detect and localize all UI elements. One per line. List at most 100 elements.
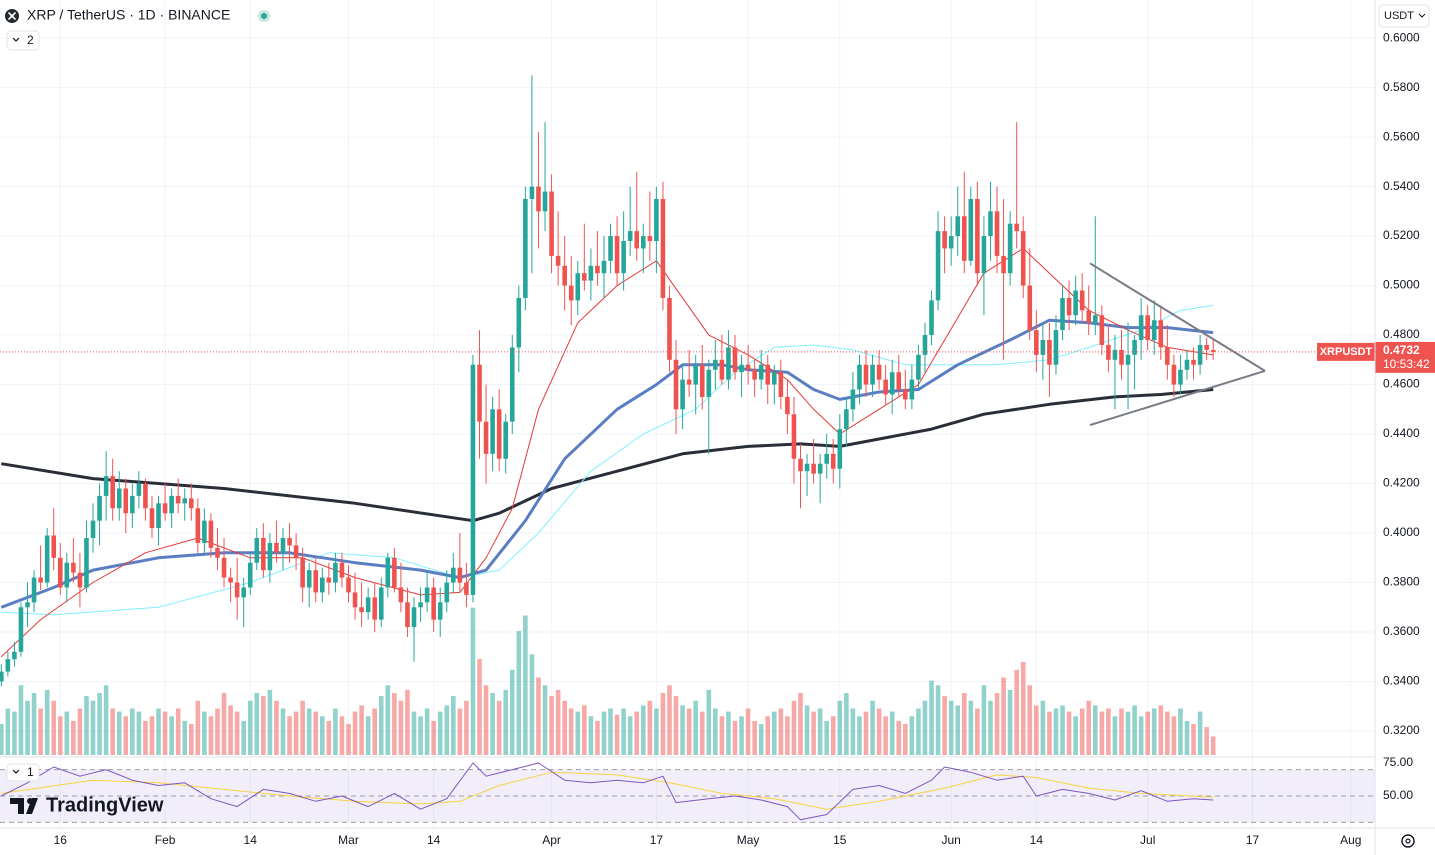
- volume-bar: [130, 708, 135, 755]
- volume-bar: [496, 700, 502, 755]
- candle-body: [529, 186, 535, 199]
- volume-layer: [0, 607, 1216, 755]
- volume-bar: [306, 708, 312, 755]
- volume-bar: [64, 711, 70, 755]
- market-status-dot: [261, 13, 267, 19]
- volume-bar: [903, 724, 908, 755]
- volume-bar: [38, 708, 43, 755]
- candle-body: [896, 372, 902, 390]
- volume-bar: [778, 708, 784, 755]
- candle-body: [464, 582, 469, 595]
- candle-body: [719, 359, 725, 380]
- volume-bar: [293, 711, 299, 755]
- rsi-tick-label: 75.00: [1383, 755, 1413, 769]
- volume-bar: [1132, 705, 1137, 755]
- candle-body: [424, 587, 430, 603]
- rsi-toggle[interactable]: [6, 763, 40, 782]
- candle-body: [241, 587, 246, 598]
- volume-bar: [1210, 736, 1216, 755]
- candle-body: [778, 372, 784, 397]
- candle-body: [634, 231, 640, 249]
- candle-body: [1014, 223, 1019, 232]
- volume-bar: [1053, 708, 1059, 755]
- currency-button[interactable]: [1378, 4, 1430, 28]
- volume-bar: [57, 716, 63, 755]
- candle-body: [208, 520, 214, 548]
- candle-body: [326, 577, 332, 583]
- volume-bar: [752, 720, 757, 755]
- candle-body: [149, 508, 155, 529]
- symbol-title[interactable]: XRP / TetherUS · 1D · BINANCE: [27, 7, 230, 23]
- volume-bar: [791, 700, 797, 755]
- volume-bar: [470, 607, 476, 755]
- volume-bar: [326, 720, 332, 755]
- candle-body: [765, 364, 771, 385]
- x-tick-label: May: [737, 833, 760, 847]
- candle-body: [503, 421, 509, 459]
- candle-body: [582, 273, 587, 281]
- volume-bar: [116, 711, 122, 755]
- volume-bar: [1145, 711, 1150, 755]
- brand-name: TradingView: [46, 794, 164, 816]
- candle-body: [12, 651, 17, 660]
- candle-body: [680, 379, 685, 410]
- last-price-box: [1375, 341, 1435, 373]
- volume-bar: [97, 693, 102, 755]
- candle-body: [31, 577, 37, 603]
- candle-body: [621, 241, 626, 274]
- volume-bar: [634, 711, 640, 755]
- candle-body: [1066, 297, 1072, 316]
- candle-body: [1099, 315, 1105, 345]
- volume-bar: [444, 705, 450, 755]
- volume-bar: [431, 720, 436, 755]
- candle-body: [955, 216, 961, 237]
- moving-average-line: [1, 388, 1214, 523]
- candle-body: [483, 421, 489, 454]
- x-tick-label: Mar: [338, 833, 359, 847]
- candle-body: [457, 567, 463, 583]
- y-tick-label: 0.3400: [1383, 674, 1420, 688]
- volume-bar: [254, 693, 260, 755]
- candle-body: [333, 562, 338, 583]
- y-tick-label: 0.4600: [1383, 377, 1420, 391]
- volume-bar: [339, 716, 345, 755]
- volume-bar: [51, 700, 57, 755]
- volume-bar: [228, 705, 233, 755]
- rsi-line: [1, 762, 1214, 821]
- volume-bar: [392, 693, 397, 755]
- volume-bar: [516, 631, 522, 755]
- volume-bar: [608, 708, 613, 755]
- volume-bar: [1099, 711, 1105, 755]
- candle-body: [798, 458, 803, 472]
- chevron: [1418, 13, 1426, 18]
- candle-body: [876, 364, 882, 380]
- volume-bar: [195, 700, 201, 755]
- candle-body: [745, 364, 751, 370]
- candle-body: [667, 297, 672, 360]
- volume-bar: [850, 708, 856, 755]
- y-tick-label: 0.4200: [1383, 476, 1420, 490]
- volume-bar: [909, 716, 915, 755]
- volume-bar: [883, 716, 888, 755]
- indicators-toggle[interactable]: [6, 30, 40, 51]
- volume-bar: [555, 689, 561, 755]
- volume-bar: [188, 724, 194, 755]
- volume-bar: [1112, 716, 1118, 755]
- candle-body: [182, 498, 188, 504]
- volume-bar: [464, 700, 469, 755]
- candle-body: [175, 495, 181, 504]
- volume-bar: [182, 720, 188, 755]
- volume-bar: [156, 708, 161, 755]
- volume-bar: [1184, 720, 1190, 755]
- volume-bar: [523, 615, 528, 755]
- candle-body: [555, 255, 561, 266]
- symbol-label-box: [1317, 342, 1375, 361]
- candle-body: [699, 364, 705, 397]
- settings-icon[interactable]: [1401, 834, 1415, 848]
- candle-body: [870, 364, 875, 385]
- candle-body: [1106, 344, 1111, 360]
- candle-body: [975, 198, 980, 274]
- volume-bar: [5, 708, 11, 755]
- candle-body: [929, 300, 934, 336]
- candle-body: [673, 359, 679, 410]
